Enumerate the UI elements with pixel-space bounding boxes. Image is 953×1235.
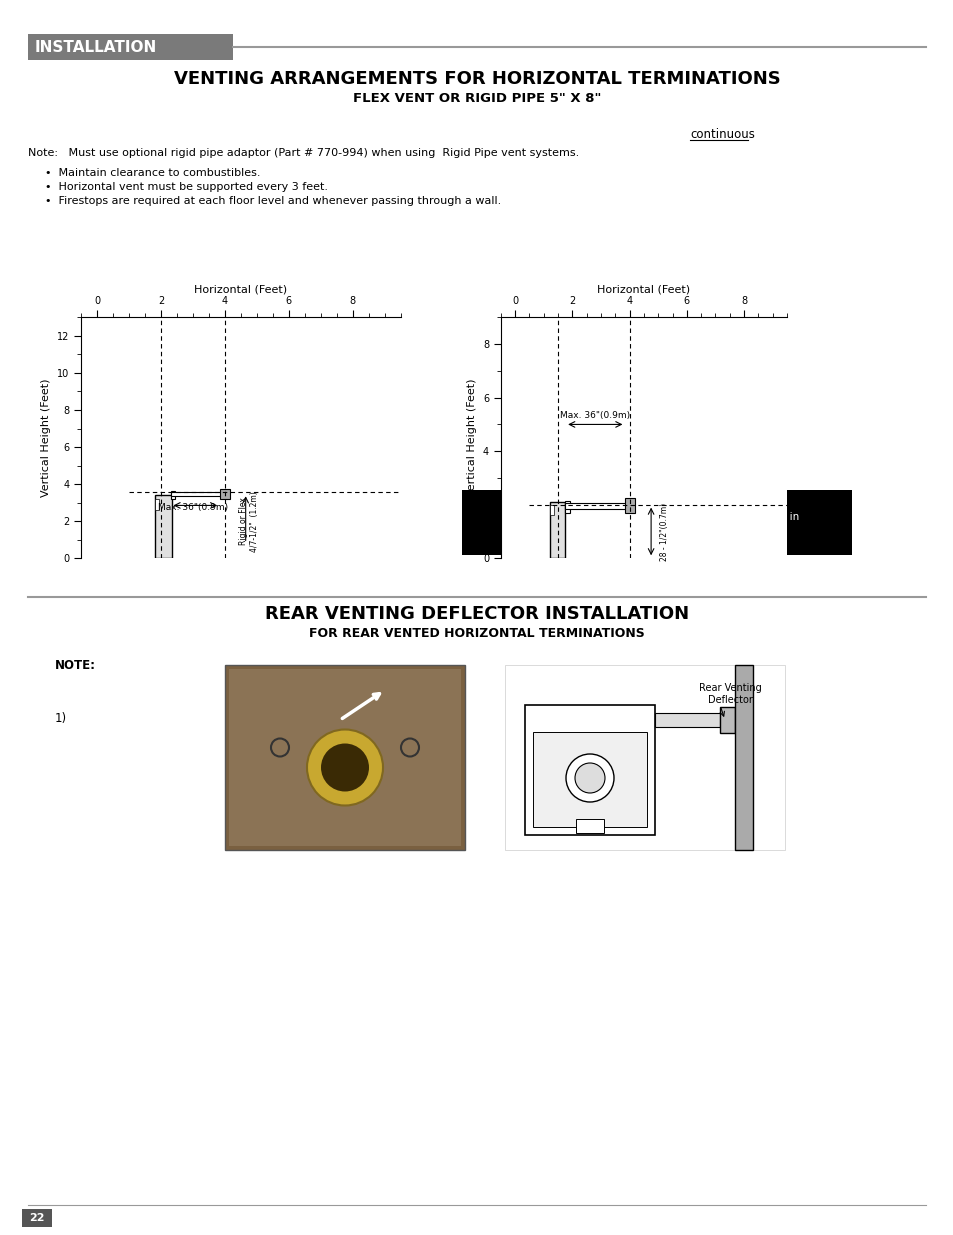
X-axis label: Horizontal (Feet): Horizontal (Feet) bbox=[597, 285, 690, 295]
Text: •  Horizontal vent must be supported every 3 feet.: • Horizontal vent must be supported ever… bbox=[45, 182, 328, 191]
Bar bbox=[720, 706, 734, 734]
Bar bbox=[625, 498, 634, 513]
Bar bbox=[734, 664, 752, 850]
Text: Rear Venting
Deflector: Rear Venting Deflector bbox=[698, 683, 760, 705]
Text: VENTING ARRANGEMENTS FOR HORIZONTAL TERMINATIONS: VENTING ARRANGEMENTS FOR HORIZONTAL TERM… bbox=[173, 70, 780, 88]
Text: REAR VENTING DEFLECTOR INSTALLATION: REAR VENTING DEFLECTOR INSTALLATION bbox=[265, 605, 688, 622]
Text: IMPORTANT: IMPORTANT bbox=[616, 498, 698, 511]
Bar bbox=[229, 669, 460, 846]
Text: •  Firestops are required at each floor level and whenever passing through a wal: • Firestops are required at each floor l… bbox=[45, 196, 500, 206]
X-axis label: Horizontal (Feet): Horizontal (Feet) bbox=[194, 285, 287, 295]
Circle shape bbox=[320, 743, 369, 792]
Bar bbox=[220, 489, 230, 499]
Bar bbox=[564, 500, 570, 513]
Text: continuous: continuous bbox=[689, 128, 754, 141]
Circle shape bbox=[565, 755, 614, 802]
Bar bbox=[549, 501, 564, 558]
Bar bbox=[22, 1209, 52, 1228]
Bar bbox=[576, 819, 603, 832]
Text: •  Maintain clearance to combustibles.: • Maintain clearance to combustibles. bbox=[45, 168, 260, 178]
Text: Must use Rear Venting Deflector packaged with unit in
rear vent horizontal termi: Must use Rear Venting Deflector packaged… bbox=[515, 513, 799, 536]
Bar bbox=[524, 705, 655, 835]
Text: 28 - 1/2"(0.7m): 28 - 1/2"(0.7m) bbox=[659, 503, 668, 561]
Text: Note:   Must use optional rigid pipe adaptor (Part # 770-994) when using  Rigid : Note: Must use optional rigid pipe adapt… bbox=[28, 148, 578, 158]
Bar bbox=[171, 492, 223, 496]
Bar bbox=[533, 732, 646, 827]
Bar bbox=[504, 664, 784, 850]
Bar bbox=[461, 490, 851, 555]
Text: NOTE:: NOTE: bbox=[55, 659, 96, 672]
Bar bbox=[155, 499, 159, 510]
Bar bbox=[655, 713, 720, 727]
Text: FLEX VENT OR RIGID PIPE 5" X 8": FLEX VENT OR RIGID PIPE 5" X 8" bbox=[353, 91, 600, 105]
Circle shape bbox=[307, 730, 382, 805]
Bar bbox=[225, 664, 464, 850]
Y-axis label: Vertical Height (Feet): Vertical Height (Feet) bbox=[41, 379, 51, 496]
Text: INSTALLATION: INSTALLATION bbox=[35, 40, 157, 54]
Text: Rigid or Flex
4/7-1/2"  (1.2m): Rigid or Flex 4/7-1/2" (1.2m) bbox=[239, 490, 258, 552]
Text: Max. 36"(0.9m): Max. 36"(0.9m) bbox=[157, 503, 228, 513]
Bar bbox=[154, 495, 172, 558]
Bar bbox=[550, 505, 553, 515]
Text: FOR REAR VENTED HORIZONTAL TERMINATIONS: FOR REAR VENTED HORIZONTAL TERMINATIONS bbox=[309, 627, 644, 640]
Text: Max. 36"(0.9m): Max. 36"(0.9m) bbox=[559, 411, 630, 420]
Bar bbox=[28, 35, 233, 61]
Bar bbox=[171, 490, 175, 499]
Circle shape bbox=[575, 763, 604, 793]
Text: 22: 22 bbox=[30, 1213, 45, 1223]
Y-axis label: Vertical Height (Feet): Vertical Height (Feet) bbox=[467, 379, 476, 496]
Bar bbox=[564, 503, 627, 509]
Text: 1): 1) bbox=[55, 713, 67, 725]
